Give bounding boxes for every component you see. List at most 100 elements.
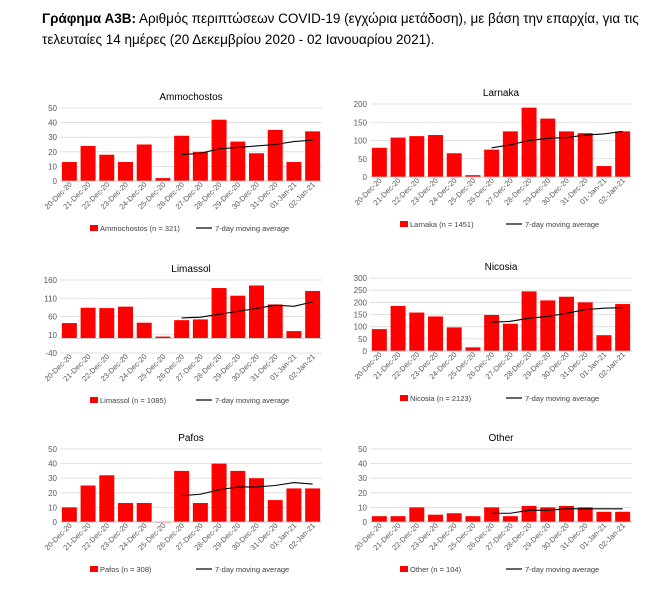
bar: [192, 503, 208, 522]
bar: [390, 305, 406, 351]
y-tick-label: 50: [358, 445, 367, 454]
bar: [136, 503, 152, 522]
bar: [577, 302, 593, 351]
figure-caption: Γράφημα Α3Β: Αριθμός περιπτώσεων COVID-1…: [42, 8, 662, 50]
moving-average-line: [181, 301, 313, 319]
chart-title: Larnaka: [483, 88, 520, 99]
y-tick-label: 20: [48, 148, 57, 157]
bar: [305, 290, 321, 339]
y-tick-label: 40: [48, 460, 57, 469]
legend-swatch-bar: [400, 221, 408, 227]
y-tick-label: 200: [354, 100, 368, 109]
y-tick-label: 160: [44, 276, 58, 285]
y-tick-label: 0: [363, 347, 368, 356]
chart-title: Other: [488, 433, 514, 444]
bar: [371, 516, 387, 522]
chart-title: Limassol: [171, 264, 210, 275]
y-tick-label: 20: [48, 489, 57, 498]
bar: [99, 154, 115, 181]
bar: [371, 147, 387, 177]
bar: [118, 503, 133, 522]
moving-average-line: [181, 482, 313, 497]
y-tick-label: 30: [48, 133, 57, 142]
bar: [80, 485, 96, 522]
bar: [230, 141, 246, 181]
bar: [99, 308, 115, 339]
bar: [596, 335, 612, 351]
bar: [371, 329, 387, 351]
bar: [615, 304, 631, 351]
bar: [267, 129, 283, 181]
bar: [80, 307, 96, 339]
y-tick-label: 50: [358, 155, 367, 164]
legend-label-bar: Nicosia (n = 2123): [410, 394, 472, 403]
y-tick-label: 40: [358, 460, 367, 469]
bar: [136, 144, 152, 181]
legend-swatch-bar: [90, 566, 98, 572]
chart-svg: Other0102030405020-Dec-2021-Dec-2022-Dec…: [353, 433, 632, 574]
y-tick-label: 200: [354, 298, 368, 307]
y-tick-label: 250: [354, 286, 368, 295]
y-tick-label: 60: [48, 313, 57, 322]
legend-label-line: 7-day moving average: [525, 220, 599, 229]
moving-average-line: [491, 508, 623, 514]
caption-label: Γράφημα Α3Β:: [42, 11, 136, 26]
legend-swatch-bar: [90, 397, 98, 403]
bar: [305, 131, 321, 181]
bar: [484, 507, 500, 522]
bar: [286, 331, 302, 339]
chart-title: Ammochostos: [159, 92, 222, 103]
chart-svg: Nicosia05010015020025030020-Dec-2021-Dec…: [353, 262, 632, 403]
bar: [80, 145, 96, 181]
bar: [559, 131, 574, 177]
y-tick-label: 150: [354, 118, 368, 127]
y-tick-label: 10: [48, 331, 57, 340]
moving-average-line: [491, 307, 623, 323]
bar: [465, 347, 481, 351]
bar: [521, 505, 537, 522]
chart-svg: Pafos0102030405020-Dec-2021-Dec-2022-Dec…: [43, 433, 322, 574]
bar: [446, 513, 462, 522]
bar: [465, 175, 481, 177]
y-tick-label: 30: [358, 474, 367, 483]
bar: [615, 511, 631, 522]
y-tick-label: 10: [358, 503, 367, 512]
legend-swatch-bar: [90, 225, 98, 231]
y-tick-label: 50: [48, 445, 57, 454]
bar: [267, 500, 283, 522]
bar: [390, 516, 406, 522]
moving-average-line: [181, 139, 313, 156]
legend-label-line: 7-day moving average: [215, 396, 289, 405]
y-tick-label: 50: [358, 335, 367, 344]
y-tick-label: 10: [48, 162, 57, 171]
bar: [118, 306, 133, 339]
bar: [540, 300, 556, 351]
bar: [484, 149, 500, 177]
bar: [540, 118, 556, 177]
bar: [577, 507, 593, 522]
bar: [428, 135, 443, 177]
bar: [267, 304, 283, 339]
bar: [390, 137, 406, 177]
bar: [465, 516, 481, 522]
bar: [559, 296, 574, 351]
bar: [502, 131, 518, 177]
y-tick-label: 100: [354, 137, 368, 146]
bar: [155, 336, 171, 339]
legend-swatch-bar: [400, 566, 408, 572]
legend-label-bar: Pafos (n = 308): [100, 565, 152, 574]
y-tick-label: 50: [48, 104, 57, 113]
bar: [446, 153, 462, 177]
y-tick-label: 0: [363, 173, 368, 182]
legend-label-line: 7-day moving average: [525, 394, 599, 403]
y-tick-label: 20: [358, 489, 367, 498]
legend-swatch-bar: [400, 395, 408, 401]
bar: [502, 323, 518, 351]
bar: [155, 178, 171, 181]
bar: [249, 153, 264, 181]
bar: [136, 322, 152, 339]
bar: [192, 151, 208, 181]
legend-label-bar: Larnaka (n = 1451): [410, 220, 474, 229]
chart-larnaka: Larnaka 0 50 100 150 200 20-Dec-20 21-Dec-20 22-…: [340, 84, 632, 264]
chart-svg: Larnaka05010015020020-Dec-2021-Dec-2022-…: [353, 88, 632, 229]
